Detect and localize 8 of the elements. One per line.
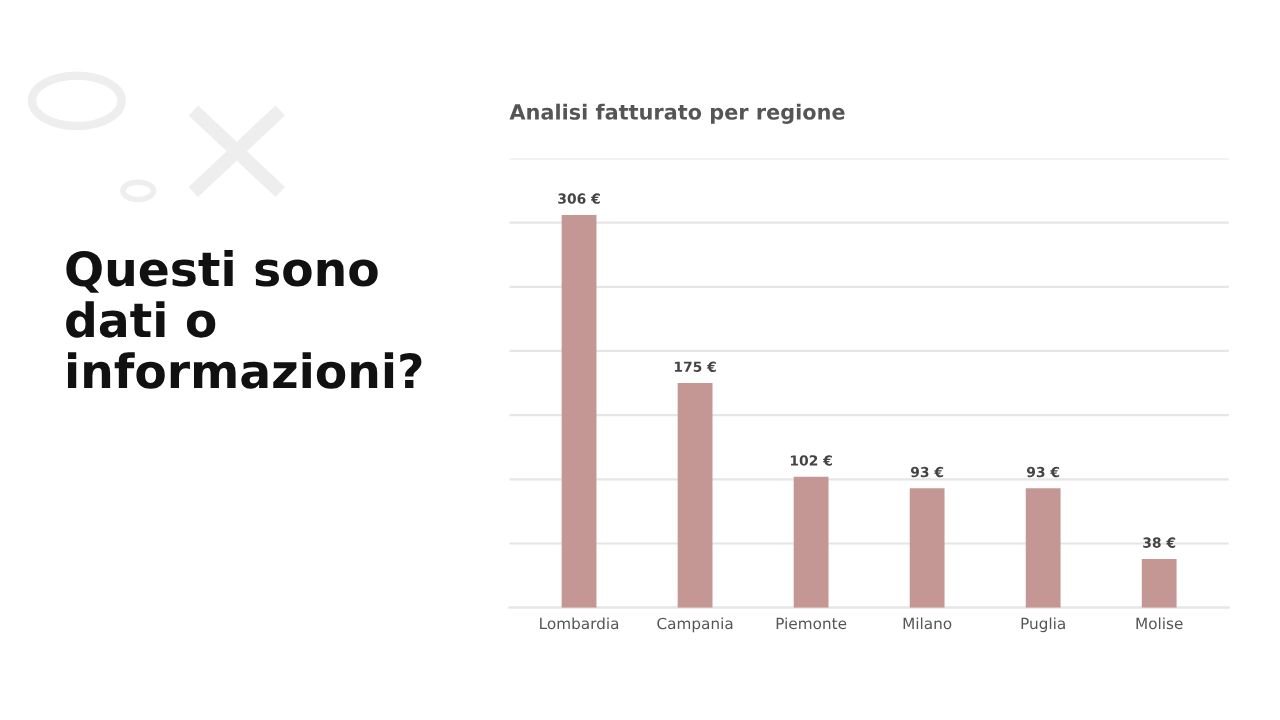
bar: [909, 488, 945, 608]
bar: [1025, 488, 1061, 608]
chart-title: Analisi fatturato per regione: [509, 103, 845, 125]
bar: [677, 383, 713, 608]
bar: [561, 214, 597, 608]
bar: [793, 476, 829, 608]
bar: [1141, 558, 1177, 608]
text: Questi sono dati o informazioni?: [66, 250, 422, 389]
